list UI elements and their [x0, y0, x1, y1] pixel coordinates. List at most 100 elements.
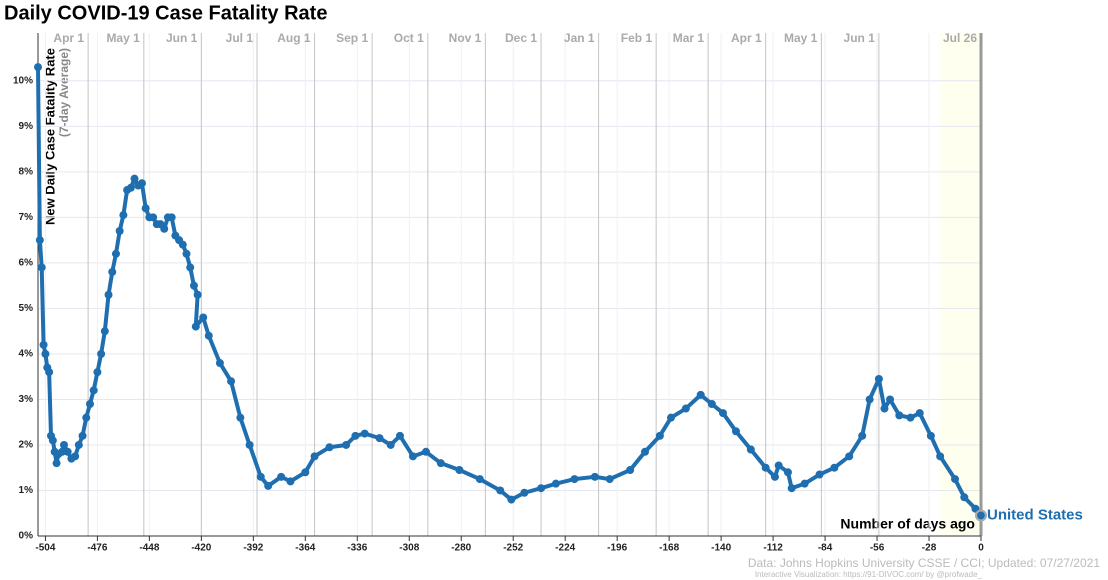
month-label: Apr 1: [53, 31, 84, 45]
x-tick-label: -224: [555, 543, 575, 554]
y-tick-label: 3%: [19, 394, 34, 405]
point: [830, 463, 839, 472]
point: [731, 427, 740, 436]
point: [926, 431, 935, 440]
point: [880, 404, 889, 413]
point: [761, 463, 770, 472]
point: [236, 413, 245, 422]
point: [886, 395, 895, 404]
point: [227, 377, 236, 386]
point: [74, 440, 83, 449]
point: [115, 227, 124, 236]
point: [39, 340, 48, 349]
point: [310, 452, 319, 461]
point: [108, 267, 117, 276]
x-tick-label: -56: [870, 543, 885, 554]
point: [204, 331, 213, 340]
point: [375, 434, 384, 443]
point: [787, 484, 796, 493]
y-tick-label: 6%: [19, 258, 34, 269]
y-axis-label: New Daily Case Fatality Rate: [42, 48, 57, 225]
point: [71, 452, 80, 461]
point: [507, 495, 516, 504]
x-tick-label: -336: [347, 543, 367, 554]
series-label: United States: [987, 506, 1083, 523]
point: [455, 465, 464, 474]
point: [641, 447, 650, 456]
x-tick-label: 0: [978, 543, 984, 554]
point: [746, 445, 755, 454]
x-tick-label: -364: [295, 543, 315, 554]
point: [215, 359, 224, 368]
chart-title: Daily COVID-19 Case Fatality Rate: [4, 2, 327, 24]
point: [85, 399, 94, 408]
series-line: [36, 67, 983, 517]
point: [34, 63, 42, 72]
point: [45, 368, 54, 377]
month-label: Oct 1: [394, 31, 424, 45]
point: [520, 488, 529, 497]
point: [111, 249, 120, 258]
y-tick-label: 4%: [19, 349, 34, 360]
point: [590, 472, 599, 481]
point: [149, 213, 158, 222]
point: [160, 224, 169, 233]
y-tick-label: 8%: [19, 166, 34, 177]
y-axis-sublabel: (7-day Average): [57, 48, 71, 137]
point: [186, 263, 195, 272]
month-label: Dec 1: [505, 31, 537, 45]
point: [783, 468, 792, 477]
point: [277, 472, 286, 481]
credit: Interactive Visualization: https://91-DI…: [755, 570, 983, 579]
point: [951, 475, 960, 484]
x-axis-label: Number of days ago: [840, 516, 975, 532]
point: [395, 431, 404, 440]
point: [119, 211, 128, 220]
month-label: Feb 1: [621, 31, 653, 45]
point: [58, 447, 67, 456]
month-label: Nov 1: [449, 31, 482, 45]
month-label: May 1: [106, 31, 140, 45]
point: [301, 468, 310, 477]
x-tick-label: -448: [139, 543, 159, 554]
point: [191, 322, 200, 331]
point: [182, 249, 191, 258]
point: [421, 447, 430, 456]
point: [770, 472, 779, 481]
point: [774, 461, 783, 470]
month-label: Jul 26: [943, 31, 977, 45]
point: [815, 470, 824, 479]
month-label: May 1: [784, 31, 818, 45]
point: [100, 327, 109, 336]
point: [78, 431, 87, 440]
end-marker: [975, 509, 987, 522]
point: [570, 475, 579, 484]
point: [193, 290, 202, 299]
point: [874, 374, 883, 383]
y-tick-label: 9%: [19, 121, 34, 132]
point: [342, 440, 351, 449]
month-label: Sep 1: [336, 31, 368, 45]
point: [537, 484, 546, 493]
point: [718, 409, 727, 418]
point: [178, 240, 187, 249]
point: [408, 452, 417, 461]
y-tick-label: 10%: [13, 75, 33, 86]
point: [245, 440, 254, 449]
x-tick-label: -280: [451, 543, 471, 554]
x-tick-label: -112: [763, 543, 783, 554]
point: [496, 486, 505, 495]
y-tick-label: 5%: [19, 303, 34, 314]
point: [707, 399, 716, 408]
point: [93, 368, 102, 377]
point: [35, 236, 44, 245]
point: [936, 452, 945, 461]
recent-shade: [940, 33, 981, 536]
x-tick-label: -476: [87, 543, 107, 554]
point: [906, 413, 915, 422]
month-label: Jan 1: [564, 31, 595, 45]
y-tick-label: 7%: [19, 212, 34, 223]
point: [915, 409, 924, 418]
month-label: Jun 1: [166, 31, 198, 45]
